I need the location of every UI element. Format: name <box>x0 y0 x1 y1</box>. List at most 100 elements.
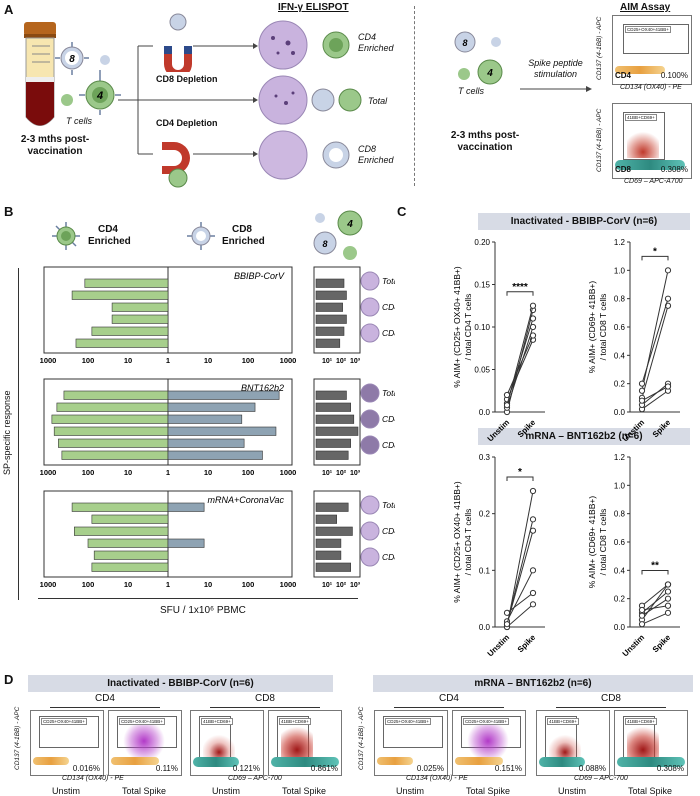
panel-c-header-bottom: mRNA – BNT162b2 (n=6) <box>478 428 690 445</box>
tick-label-total: 10¹ <box>322 470 333 477</box>
cd4-bar <box>74 526 169 536</box>
facs-percentage: 0.151% <box>494 764 522 773</box>
elispot-well <box>360 271 380 291</box>
tick-label-right: 100 <box>242 468 255 477</box>
significance-stars: **** <box>512 282 528 293</box>
elispot-well <box>360 297 380 317</box>
elispot-well <box>360 521 380 541</box>
aim-t-cells-icon: 8 4 <box>454 31 503 85</box>
facs-percentage: 0.121% <box>232 764 260 773</box>
tick-label-right: 1000 <box>280 580 297 589</box>
blood-tube-icon <box>24 22 56 126</box>
cd8-bar <box>167 402 256 412</box>
significance-stars: * <box>518 467 522 478</box>
panel-c-letter: C <box>397 204 407 219</box>
panel-b-xlabel: SFU / 1x10⁶ PBMC <box>160 605 246 616</box>
panel-b-letter: B <box>4 204 14 219</box>
tick-label-right: 100 <box>242 580 255 589</box>
y-label: / total CD8 T cells <box>598 509 608 576</box>
y-tick-label: 0.8 <box>614 295 626 304</box>
y-label: / total CD4 T cells <box>463 294 473 361</box>
y-label: / total CD8 T cells <box>598 294 608 361</box>
activated-cells <box>549 733 581 757</box>
facs-population <box>455 757 503 765</box>
facs-plot: 41BB+CD69+0.308% <box>614 710 688 776</box>
bar-chart-title: BNT162b2 <box>241 383 284 393</box>
facs-condition-label: Unstim <box>51 786 80 796</box>
group-underline <box>556 707 666 708</box>
cd8-cell-icon <box>187 222 215 250</box>
spike-point <box>664 595 672 602</box>
unstim-point <box>638 606 646 614</box>
facs-plot: 41BB+CD69+0.861% <box>268 710 342 776</box>
spike-point <box>664 295 672 302</box>
pair-line <box>506 530 534 625</box>
pair-line <box>641 598 669 617</box>
unstim-point <box>638 380 646 387</box>
spike-point <box>664 267 672 274</box>
group-label: CD8 <box>254 693 275 704</box>
total-bar <box>315 514 337 524</box>
pair-line <box>641 383 669 406</box>
total-chart-frame <box>313 266 361 354</box>
tick-label-right: 1000 <box>280 356 297 365</box>
activated-cells <box>463 725 513 757</box>
facs-gate-label: CD25+OX40+41BB+ <box>463 718 509 725</box>
facs-condition-label: Unstim <box>395 786 424 796</box>
spike-point <box>529 332 537 339</box>
cd4-cell-icon <box>52 222 80 250</box>
y-tick-label: 0.0 <box>614 623 626 632</box>
pair-line <box>506 326 534 408</box>
activated-cells <box>281 721 313 757</box>
total-bar <box>315 414 355 424</box>
spike-point <box>529 567 537 574</box>
cd4-bar <box>75 338 169 348</box>
elispot-well <box>360 383 380 403</box>
aim-t-cells-label: T cells <box>458 86 485 96</box>
y-label: % AIM+ (CD25+ OX40+ 41BB+) <box>452 481 462 603</box>
facs-population <box>111 757 159 765</box>
facs-xlabel-cd4: CD134 (OX40) - PE <box>406 775 468 782</box>
t-cells-label: T cells <box>66 116 93 126</box>
y-tick-label: 1.2 <box>614 453 626 462</box>
total-bar <box>315 302 343 312</box>
y-tick-label: 0.0 <box>614 408 626 417</box>
facs-condition-label: Unstim <box>211 786 240 796</box>
tick-label-total: 10³ <box>350 582 361 589</box>
total-bar <box>315 438 351 448</box>
total-bar <box>315 502 349 512</box>
cd8-bar <box>167 538 205 548</box>
pair-line <box>506 603 534 628</box>
tick-label-right: 100 <box>242 356 255 365</box>
group-underline <box>210 707 320 708</box>
spike-point <box>529 323 537 331</box>
significance-bracket <box>506 476 534 481</box>
y-tick-label: 0.0 <box>479 623 491 632</box>
y-tick-label: 1.0 <box>614 481 626 490</box>
total-bar <box>315 314 347 324</box>
pair-line <box>641 386 669 402</box>
cd8-bar <box>167 414 243 424</box>
facs-gate-label: 41BB+CD69+ <box>547 718 579 725</box>
facs-condition-label: Unstim <box>557 786 586 796</box>
total-bar <box>315 290 347 300</box>
unstim-point <box>638 621 646 628</box>
y-label: / total CD4 T cells <box>463 509 473 576</box>
spike-point <box>529 527 537 534</box>
facs-plot: CD25+OX40+41BB+ 0.11% <box>108 710 182 776</box>
elispot-well <box>360 547 380 567</box>
facs-ylabel: CD137 (4-1BB) - APC <box>14 706 21 770</box>
elispot-title: IFN-γ ELISPOT <box>278 2 349 13</box>
y-label: % AIM+ (CD25+ OX40+ 41BB+) <box>452 266 462 388</box>
facs-plot: CD25+OX40+41BB+ 0.025% <box>374 710 448 776</box>
facs-plot: CD25+OX40+41BB+ 0.151% <box>452 710 526 776</box>
y-label-group: % AIM+ (CD25+ OX40+ 41BB+) / total CD4 T … <box>452 266 473 388</box>
cd4-bar <box>91 326 169 336</box>
pair-line <box>641 612 669 625</box>
tick-label-left: 1000 <box>40 468 57 477</box>
y-tick-label: 0.8 <box>614 510 626 519</box>
facs-percentage: 0.016% <box>72 764 100 773</box>
cell-4-label: 4 <box>96 90 103 102</box>
pair-line <box>641 305 669 398</box>
